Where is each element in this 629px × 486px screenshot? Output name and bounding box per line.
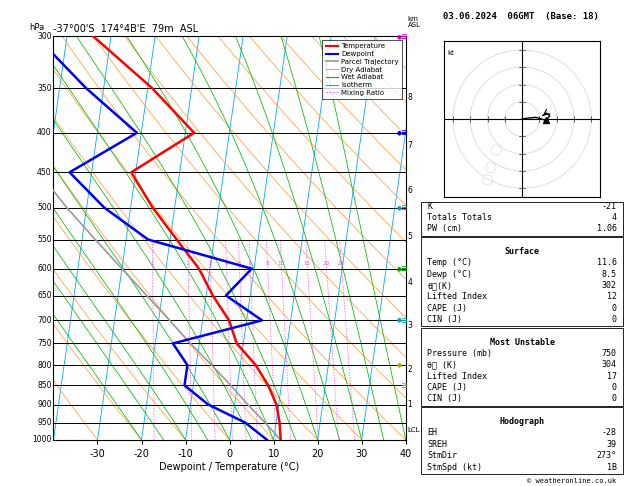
Text: 39: 39 bbox=[607, 440, 616, 449]
Text: ≡: ≡ bbox=[400, 264, 408, 273]
Text: θᴄ (K): θᴄ (K) bbox=[428, 361, 457, 369]
Text: ●: ● bbox=[397, 34, 402, 39]
Bar bbox=[421, 407, 623, 474]
Text: 4: 4 bbox=[408, 278, 413, 287]
Text: ≡: ≡ bbox=[400, 316, 408, 325]
Text: 0: 0 bbox=[611, 383, 616, 392]
Text: 750: 750 bbox=[37, 339, 52, 348]
Text: 550: 550 bbox=[37, 235, 52, 244]
Text: ≡: ≡ bbox=[400, 381, 408, 390]
Text: 2: 2 bbox=[408, 364, 412, 374]
Text: 400: 400 bbox=[37, 128, 52, 138]
Text: 304: 304 bbox=[602, 361, 616, 369]
Bar bbox=[421, 202, 623, 236]
Text: 300: 300 bbox=[37, 32, 52, 41]
Text: K: K bbox=[428, 202, 433, 211]
Text: -37°00'S  174°4B'E  79m  ASL: -37°00'S 174°4B'E 79m ASL bbox=[53, 24, 199, 35]
Text: ≡: ≡ bbox=[400, 32, 408, 41]
Text: CIN (J): CIN (J) bbox=[428, 315, 462, 324]
Text: -28: -28 bbox=[602, 429, 616, 437]
Text: hPa: hPa bbox=[29, 23, 44, 33]
Text: 700: 700 bbox=[37, 316, 52, 325]
Text: 1: 1 bbox=[151, 261, 154, 266]
Text: 900: 900 bbox=[37, 400, 52, 409]
Text: LCL: LCL bbox=[408, 427, 420, 433]
Text: 350: 350 bbox=[37, 84, 52, 93]
Text: km
ASL: km ASL bbox=[408, 16, 420, 28]
Text: 800: 800 bbox=[37, 361, 52, 369]
Text: 17: 17 bbox=[607, 372, 616, 381]
Text: 25: 25 bbox=[338, 261, 345, 266]
Text: ●: ● bbox=[397, 363, 402, 367]
Text: θᴄ(K): θᴄ(K) bbox=[428, 281, 452, 290]
Text: 4: 4 bbox=[611, 213, 616, 222]
Text: 0: 0 bbox=[611, 304, 616, 313]
Text: 1: 1 bbox=[408, 400, 412, 409]
Text: © weatheronline.co.uk: © weatheronline.co.uk bbox=[527, 478, 616, 484]
Text: Dewp (°C): Dewp (°C) bbox=[428, 270, 472, 279]
Text: Mixing Ratio (g/kg): Mixing Ratio (g/kg) bbox=[426, 202, 435, 275]
Text: 6: 6 bbox=[248, 261, 252, 266]
Text: 600: 600 bbox=[37, 264, 52, 273]
Text: EH: EH bbox=[428, 429, 437, 437]
Text: 15: 15 bbox=[304, 261, 311, 266]
Text: Hodograph: Hodograph bbox=[499, 417, 545, 426]
Text: StmDir: StmDir bbox=[428, 451, 457, 460]
Text: ●: ● bbox=[397, 318, 402, 323]
Text: -21: -21 bbox=[602, 202, 616, 211]
Legend: Temperature, Dewpoint, Parcel Trajectory, Dry Adiabat, Wet Adiabat, Isotherm, Mi: Temperature, Dewpoint, Parcel Trajectory… bbox=[323, 40, 402, 99]
Text: 2: 2 bbox=[186, 261, 190, 266]
Text: 4: 4 bbox=[225, 261, 228, 266]
Text: 650: 650 bbox=[37, 291, 52, 300]
Text: 302: 302 bbox=[602, 281, 616, 290]
Text: 3: 3 bbox=[408, 321, 413, 330]
Text: kt: kt bbox=[448, 50, 455, 56]
Text: Temp (°C): Temp (°C) bbox=[428, 259, 472, 267]
X-axis label: Dewpoint / Temperature (°C): Dewpoint / Temperature (°C) bbox=[160, 462, 299, 471]
Text: ●: ● bbox=[397, 266, 402, 271]
Text: Lifted Index: Lifted Index bbox=[428, 372, 487, 381]
Text: 8: 8 bbox=[265, 261, 269, 266]
Text: 0: 0 bbox=[611, 395, 616, 403]
Text: ●: ● bbox=[397, 130, 402, 135]
Text: 450: 450 bbox=[37, 168, 52, 177]
Text: 10: 10 bbox=[278, 261, 285, 266]
Text: CAPE (J): CAPE (J) bbox=[428, 383, 467, 392]
Text: 8.5: 8.5 bbox=[602, 270, 616, 279]
Text: CAPE (J): CAPE (J) bbox=[428, 304, 467, 313]
Text: 5: 5 bbox=[238, 261, 241, 266]
Text: 7: 7 bbox=[408, 140, 413, 150]
Text: 12: 12 bbox=[607, 293, 616, 301]
Bar bbox=[421, 328, 623, 406]
Text: 750: 750 bbox=[602, 349, 616, 358]
Text: StmSpd (kt): StmSpd (kt) bbox=[428, 463, 482, 471]
Text: 1.06: 1.06 bbox=[597, 225, 616, 233]
Text: Surface: Surface bbox=[504, 247, 540, 256]
Text: ●: ● bbox=[397, 205, 402, 210]
Text: 6: 6 bbox=[408, 186, 413, 195]
Text: 11.6: 11.6 bbox=[597, 259, 616, 267]
Text: 850: 850 bbox=[37, 381, 52, 390]
Text: 950: 950 bbox=[37, 418, 52, 427]
Text: Totals Totals: Totals Totals bbox=[428, 213, 493, 222]
Text: 1000: 1000 bbox=[32, 435, 52, 444]
Text: ≡: ≡ bbox=[400, 128, 408, 138]
Text: 0: 0 bbox=[611, 315, 616, 324]
Text: 1B: 1B bbox=[607, 463, 616, 471]
Text: 8: 8 bbox=[408, 93, 412, 102]
Text: SREH: SREH bbox=[428, 440, 447, 449]
Text: Lifted Index: Lifted Index bbox=[428, 293, 487, 301]
Text: Pressure (mb): Pressure (mb) bbox=[428, 349, 493, 358]
Text: 3: 3 bbox=[208, 261, 212, 266]
Text: Most Unstable: Most Unstable bbox=[489, 338, 555, 347]
Text: CIN (J): CIN (J) bbox=[428, 395, 462, 403]
Text: 5: 5 bbox=[408, 232, 413, 241]
Text: 20: 20 bbox=[323, 261, 330, 266]
Text: PW (cm): PW (cm) bbox=[428, 225, 462, 233]
Text: 03.06.2024  06GMT  (Base: 18): 03.06.2024 06GMT (Base: 18) bbox=[443, 12, 598, 21]
Text: ≡: ≡ bbox=[400, 203, 408, 212]
Text: 273°: 273° bbox=[597, 451, 616, 460]
Text: 500: 500 bbox=[37, 203, 52, 212]
Bar bbox=[421, 237, 623, 327]
